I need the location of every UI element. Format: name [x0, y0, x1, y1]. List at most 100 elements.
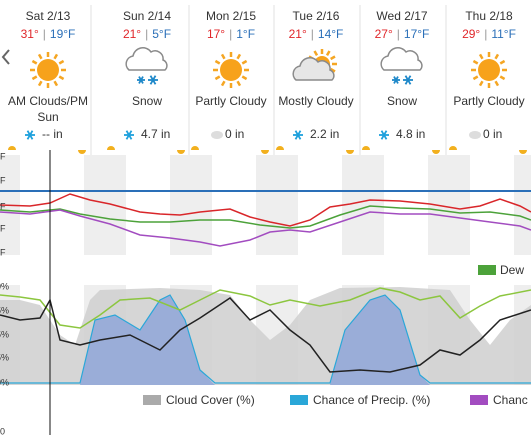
snowflake: [138, 76, 144, 84]
temp-separator: |: [43, 27, 46, 41]
temp-high: 17°: [207, 27, 225, 41]
temp-low: 1°F: [236, 27, 255, 41]
temps: 31° | 19°F: [21, 27, 76, 41]
day-column: Thu 2/18 29° | 11°F Partly Cloudy 0 in: [449, 9, 527, 154]
sun: [37, 59, 59, 81]
legend-swatch: [290, 395, 308, 405]
condition: Snow: [132, 94, 162, 108]
sun-ray: [58, 75, 65, 81]
pct-axis-label: 5%: [0, 329, 9, 339]
temp-separator: |: [229, 27, 232, 41]
day-label: Wed 2/17: [376, 9, 427, 23]
temps: 27° | 17°F: [375, 27, 430, 41]
precip: 0 in: [483, 127, 502, 141]
cloud: [125, 47, 168, 71]
temp-low: 19°F: [50, 27, 75, 41]
weather-icon: [380, 47, 423, 85]
day-column: Sun 2/14 21° | 5°F Snow 4.7 in: [107, 9, 185, 154]
legend-swatch: [470, 395, 488, 405]
day-label: Sat 2/13: [26, 9, 71, 23]
sun-ray: [478, 80, 484, 87]
condition: Partly Cloudy: [195, 94, 266, 108]
sun-ray: [241, 75, 248, 81]
feels-like-line: [0, 209, 531, 247]
precip: 2.2 in: [310, 127, 339, 141]
precip-area: [80, 295, 430, 385]
temp-low: 17°F: [404, 27, 429, 41]
pct-axis-label: 0%: [0, 377, 9, 387]
temp-separator: |: [145, 27, 148, 41]
condition: Mostly Cloudy: [278, 94, 353, 108]
sun-ray: [241, 59, 248, 65]
snowflake: [380, 130, 388, 140]
sunset-dot: [177, 150, 185, 154]
precip: 0 in: [225, 127, 244, 141]
day-label: Thu 2/18: [465, 9, 513, 23]
day-column: Sat 2/13 31° | 19°F AM Clouds/PM Sun -- in: [8, 9, 88, 154]
sun-ray: [330, 55, 336, 61]
sun-ray: [478, 53, 484, 60]
sun-ray: [236, 80, 242, 87]
temp-low: 11°F: [491, 27, 516, 41]
cloud: [292, 57, 335, 81]
sun-ray: [330, 67, 336, 73]
precip: 4.8 in: [396, 127, 425, 141]
sun-ray: [53, 53, 59, 60]
precip-cloud: [469, 131, 481, 139]
precip: 4.7 in: [141, 127, 170, 141]
wind-line: [0, 297, 531, 373]
condition: Sun: [37, 110, 58, 124]
legend-label: Chanc: [493, 393, 528, 407]
temps: 21° | 5°F: [123, 27, 171, 41]
legend-label: Chance of Precip. (%): [313, 393, 430, 407]
sun-ray: [37, 53, 43, 60]
legend-bottom: Cloud Cover (%) Chance of Precip. (%) Ch…: [143, 393, 528, 407]
sun-ray: [313, 50, 319, 56]
sun-ray: [499, 59, 506, 65]
temp-axis-label: F: [0, 223, 6, 233]
sun-ray: [472, 75, 479, 81]
sun-ray: [58, 59, 65, 65]
snowflake: [294, 130, 302, 140]
sunrise-dot: [107, 146, 115, 150]
dew-line: [0, 205, 531, 229]
temp-high: 31°: [21, 27, 39, 41]
sun-ray: [37, 80, 43, 87]
sun-ray: [499, 75, 506, 81]
sun-ray: [472, 59, 479, 65]
snowflake: [149, 75, 157, 85]
temp-axis-label: F: [0, 247, 6, 257]
temps: 29° | 11°F: [462, 27, 516, 41]
sun-ray: [220, 80, 226, 87]
day-label: Mon 2/15: [206, 9, 256, 23]
condition: Partly Cloudy: [453, 94, 524, 108]
sun-ray: [53, 80, 59, 87]
humidity-line: [0, 287, 531, 329]
sun-ray: [31, 75, 38, 81]
snowflake: [404, 75, 412, 85]
legend-label: Cloud Cover (%): [166, 393, 255, 407]
sun-ray: [494, 80, 500, 87]
weather-icon: [292, 49, 337, 81]
sunrise-dot: [191, 146, 199, 150]
sun: [220, 59, 242, 81]
precip-cloud: [211, 131, 223, 139]
legend-swatch: [143, 395, 161, 405]
sun-ray: [325, 50, 331, 56]
sunset-dot: [519, 150, 527, 154]
temp-high: 21°: [123, 27, 141, 41]
day-label: Sun 2/14: [123, 9, 171, 23]
sunset-dot: [346, 150, 354, 154]
temp-axis-label: F: [0, 201, 6, 211]
day-column: Tue 2/16 21° | 14°F Mostly Cloudy 2.2 in: [276, 9, 354, 154]
sunset-dot: [432, 150, 440, 154]
sunrise-dot: [449, 146, 457, 150]
day-label: Tue 2/16: [293, 9, 340, 23]
sunrise-dot: [8, 146, 16, 150]
sun-ray: [31, 59, 38, 65]
sunrise-dot: [276, 146, 284, 150]
sun-ray: [214, 59, 221, 65]
prev-arrow[interactable]: [1, 49, 10, 65]
pct-axis-label: 5%: [0, 352, 9, 362]
sun-ray: [494, 53, 500, 60]
